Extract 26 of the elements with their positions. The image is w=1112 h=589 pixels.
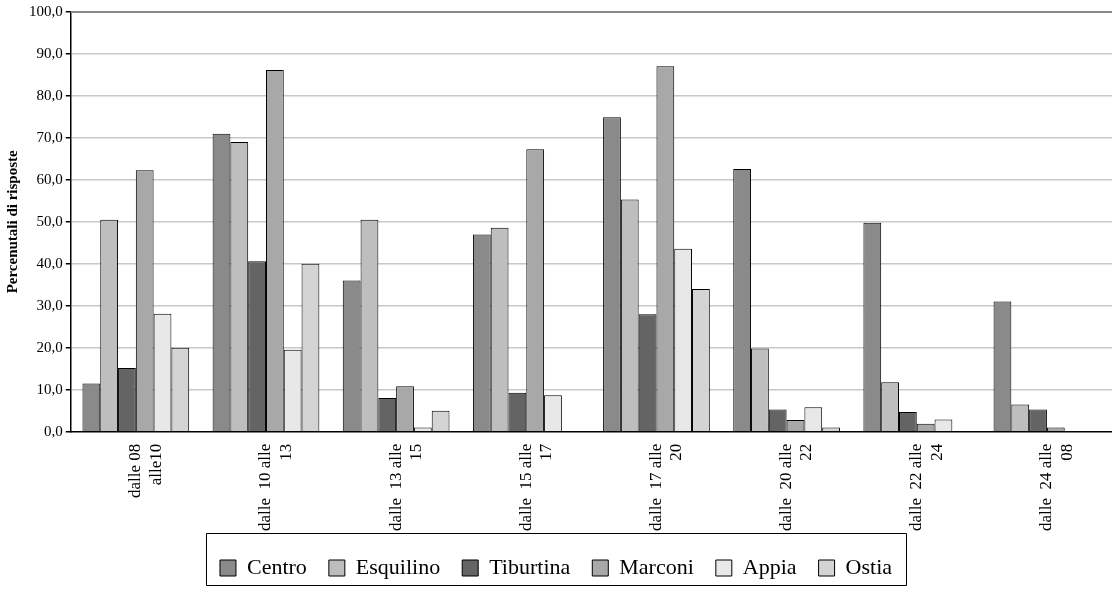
y-tick-label: 40,0 [36,254,63,271]
y-tick-label: 100,0 [29,2,63,19]
x-tick-label: dalle 17 alle 20 [645,443,686,531]
y-tick-label: 20,0 [36,338,63,355]
x-tick-label: dalle 13 alle 15 [385,443,426,531]
y-tick-label: 90,0 [36,44,63,61]
y-axis-title: Percenutali di risposte [3,149,20,294]
y-tick-label: 70,0 [36,128,63,145]
x-tick-label: dalle 15 alle 17 [515,443,556,531]
y-tick-label: 80,0 [36,86,63,103]
x-tick-label: dalle 20 alle 22 [776,443,816,531]
x-tick-label: dalle 08 alle10 [125,443,165,498]
legend-label: Tiburtina [489,553,571,579]
legend-label: Appia [742,553,797,579]
legend-label: Ostia [845,553,893,579]
y-tick-label: 50,0 [36,212,63,229]
legend-label: Marconi [619,553,694,579]
y-tick-label: 30,0 [36,296,63,313]
legend-label: Centro [246,553,307,579]
legend-label: Esquilino [355,553,441,579]
x-tick-label: dalle 10 alle 13 [255,443,295,531]
y-tick-label: 10,0 [36,380,63,397]
y-tick-label: 60,0 [36,170,63,187]
x-tick-label: dalle 24 alle 08 [1036,443,1076,531]
y-tick-label: 0,0 [44,422,63,439]
x-tick-label: dalle 22 alle 24 [906,443,946,531]
